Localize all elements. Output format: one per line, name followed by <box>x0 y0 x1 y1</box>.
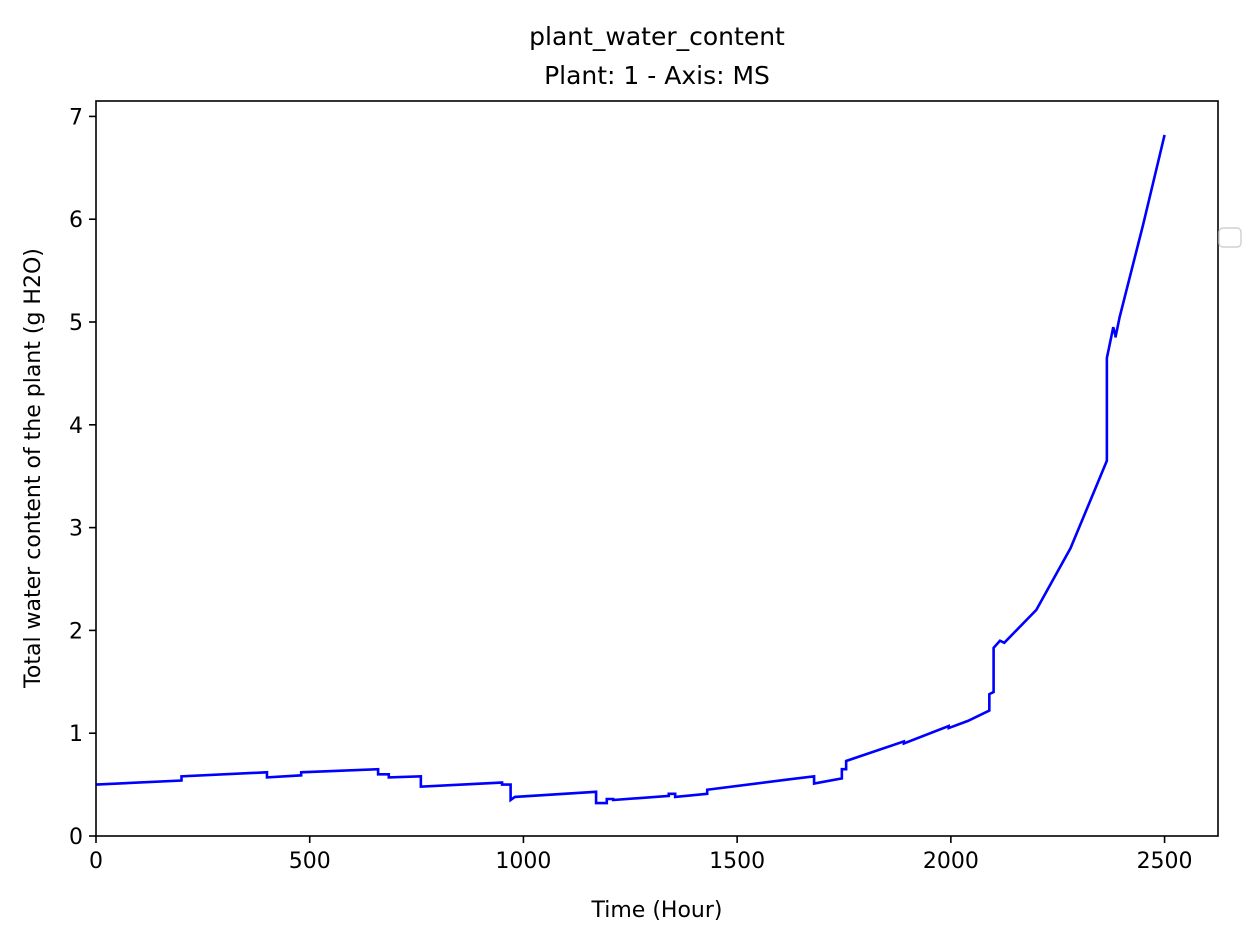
y-tick-label: 5 <box>69 311 83 336</box>
x-tick-label: 2500 <box>1137 849 1193 874</box>
x-tick-label: 1000 <box>495 849 551 874</box>
y-tick-label: 1 <box>69 722 83 747</box>
y-tick-label: 6 <box>69 208 83 233</box>
x-tick-label: 1500 <box>709 849 765 874</box>
x-axis-ticks: 0 500 1000 1500 2000 2500 <box>89 836 1193 874</box>
y-axis-label: Total water content of the plant (g H2O) <box>21 248 46 689</box>
x-tick-label: 500 <box>289 849 331 874</box>
chart-subtitle: Plant: 1 - Axis: MS <box>544 61 770 90</box>
empty-legend-box <box>1218 227 1242 248</box>
y-tick-label: 3 <box>69 517 83 542</box>
plot-area: 0 500 1000 1500 2000 2500 0 1 2 3 4 5 6 7 <box>69 100 1219 874</box>
x-tick-label: 0 <box>89 849 103 874</box>
y-tick-label: 7 <box>69 105 83 130</box>
x-axis-label: Time (Hour) <box>591 898 723 923</box>
plot-frame <box>95 100 1219 837</box>
y-tick-label: 2 <box>69 619 83 644</box>
y-tick-label: 0 <box>69 825 83 850</box>
y-tick-label: 4 <box>69 414 83 439</box>
series-line-1 <box>95 134 1166 805</box>
x-tick-label: 2000 <box>923 849 979 874</box>
y-axis-ticks: 0 1 2 3 4 5 6 7 <box>69 105 96 850</box>
chart-title: plant_water_content <box>529 22 785 51</box>
series-group <box>95 134 1166 805</box>
